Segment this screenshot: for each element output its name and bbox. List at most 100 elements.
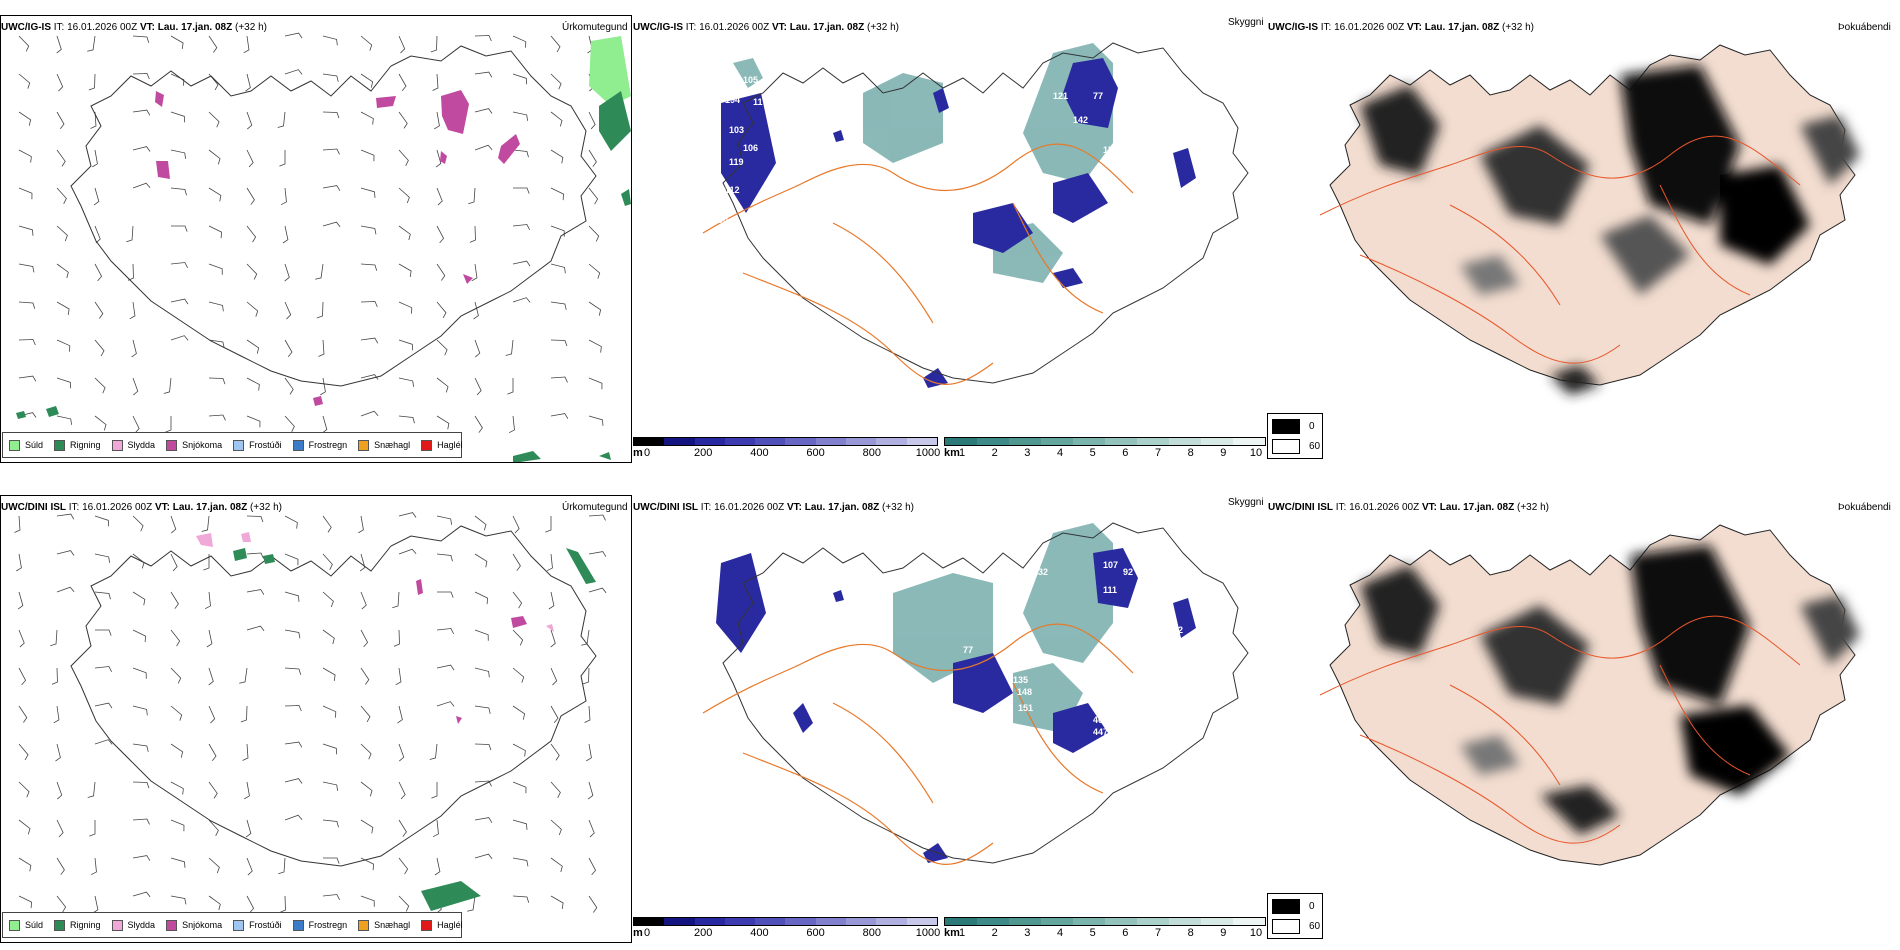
vt-label: VT:	[154, 502, 170, 513]
legend-swatch	[111, 919, 123, 931]
colorbar-segment	[1105, 918, 1137, 925]
wind-barb	[436, 301, 447, 319]
model-name: UWC/DINI ISL	[1268, 502, 1333, 513]
wind-barb	[398, 415, 415, 424]
roads	[1319, 135, 1801, 364]
wind-barb	[56, 513, 75, 520]
wind-barb	[322, 111, 340, 119]
colorbar-segment	[876, 918, 907, 925]
wind-barb	[18, 781, 30, 798]
colorbar-tick-label: 8	[1187, 927, 1194, 939]
colorbar-segment	[1009, 438, 1041, 445]
wind-barb	[170, 819, 185, 832]
wind-barb	[513, 187, 530, 194]
wind-barb	[53, 705, 60, 724]
it-value: 16.01.2026 00Z	[1349, 502, 1420, 513]
wind-barb	[56, 35, 62, 54]
wind-barb	[360, 410, 379, 417]
colorbar-segment	[1169, 438, 1201, 445]
colorbar-tick-label: 8	[1187, 447, 1194, 459]
wind-barb	[240, 705, 248, 723]
wind-barb	[56, 781, 63, 800]
vt-label: VT:	[786, 502, 802, 513]
colorbar-tick-label: 3	[1024, 447, 1031, 459]
fog-shading	[1360, 545, 1860, 835]
wind-barb	[18, 187, 33, 200]
wind-barb	[474, 743, 492, 751]
colorbar-tick-label: 5	[1089, 447, 1096, 459]
wind-barb	[246, 589, 265, 595]
wind-barb	[18, 73, 31, 89]
vis-value-label: 103	[729, 125, 744, 135]
wind-barb	[132, 705, 148, 716]
colorbar-segment	[634, 438, 665, 445]
wind-barb	[430, 35, 438, 53]
vis-value-label: 121	[1053, 91, 1068, 101]
legend-label: Snjókoma	[182, 920, 223, 930]
visibility-map-1[interactable]: 84 194 103 106 119 112 190 105 117 111 121 77 99 142 1…	[633, 33, 1263, 433]
wind-barb	[474, 780, 492, 787]
fog-map-1[interactable]	[1300, 35, 1890, 425]
wind-barb	[512, 667, 525, 683]
wind-barb	[132, 515, 144, 532]
wind-barb	[246, 377, 260, 391]
wind-barb	[360, 187, 376, 198]
legend-swatch	[233, 919, 245, 931]
colorbar-segment	[1233, 918, 1265, 925]
wind-barb	[56, 187, 67, 204]
wind-barb	[208, 339, 225, 348]
wind-barb	[208, 743, 217, 762]
wind-barb	[94, 702, 113, 709]
wind-barb	[284, 263, 290, 282]
wind-barb	[546, 553, 553, 572]
wind-barb	[507, 378, 514, 395]
wind-barb	[18, 339, 36, 346]
legend-item: Snæhagl	[358, 439, 410, 451]
vis-value-label: 148	[1017, 687, 1032, 697]
row-1: UWC/IG-IS IT: 16.01.2026 00Z VT: Lau. 17…	[0, 15, 1891, 463]
wind-barb	[550, 743, 560, 761]
wind-barb	[323, 857, 340, 864]
wind-barb	[550, 413, 569, 419]
wind-barb	[429, 743, 438, 760]
wind-barb	[512, 819, 528, 830]
colorbar-tick-label: 400	[750, 927, 769, 939]
wind-barb	[246, 339, 260, 354]
colorbar-segment	[1233, 438, 1265, 445]
vis-teal-areas	[893, 523, 1113, 733]
wind-barb	[170, 553, 178, 572]
vis-value-label: 105	[743, 75, 758, 85]
colorbar-segment	[724, 438, 756, 445]
wind-barb	[588, 857, 597, 876]
colorbar-segment	[815, 438, 847, 445]
colorbar-segment	[1169, 918, 1201, 925]
fog-map-svg	[1319, 44, 1860, 395]
wind-barb	[284, 705, 302, 712]
legend-label: Frostúði	[249, 440, 282, 450]
wind-barb	[398, 377, 415, 387]
legend-item: Rigning	[54, 439, 101, 451]
wind-barb	[322, 667, 336, 681]
wind-barb	[398, 857, 409, 875]
wind-barb	[129, 301, 136, 320]
wind-barb	[132, 818, 150, 825]
precip-type-map-1[interactable]	[0, 15, 632, 463]
wind-barb	[550, 35, 561, 53]
fog-map-2[interactable]	[1300, 515, 1890, 905]
wind-barb	[132, 415, 140, 434]
precip-type-map-2[interactable]	[0, 495, 632, 943]
wind-barb	[132, 182, 151, 189]
wind-barb	[398, 111, 408, 129]
wind-barb	[56, 225, 68, 242]
sleet-areas	[196, 532, 554, 632]
wind-barb	[398, 548, 417, 555]
wind-barb	[170, 781, 184, 795]
vt-label: VT:	[1421, 502, 1437, 513]
wind-barb	[322, 553, 333, 570]
wind-barb	[432, 819, 439, 838]
visibility-map-2[interactable]: 107 92 111 132 135 148 151 87 153 98 124 405 447 108 1…	[633, 513, 1263, 913]
cloud-legend-swatch	[1272, 439, 1300, 454]
colorbar-tick-label: 800	[862, 927, 881, 939]
colorbar-tick-label: 1000	[915, 447, 941, 459]
wind-barb	[208, 149, 221, 165]
